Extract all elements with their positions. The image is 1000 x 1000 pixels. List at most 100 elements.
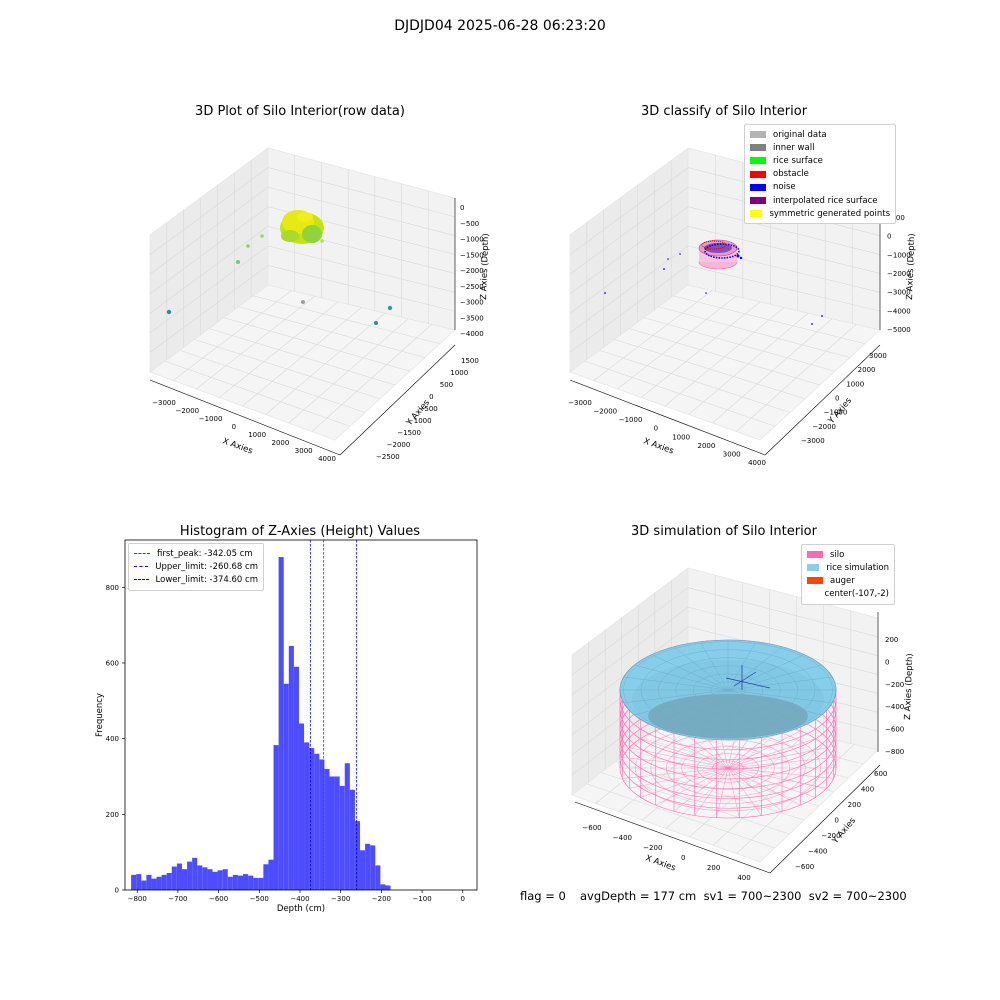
rice-mesh-spoke [727, 689, 805, 726]
raw-x-tick-label: −3000 [152, 399, 176, 407]
histogram-bar [176, 863, 182, 890]
simulation-y-tick-label: 600 [874, 770, 887, 778]
classify-z-tick-label: −4000 [887, 307, 911, 315]
histogram-bar [268, 859, 274, 890]
simulation-plot-title: 3D simulation of Silo Interior [631, 524, 817, 539]
histogram-bar [319, 759, 325, 890]
raw-x-tick-label: 2000 [272, 439, 290, 447]
legend-item: silo [807, 548, 889, 561]
legend-item: rice simulation [807, 561, 889, 574]
histogram-bar [212, 871, 218, 890]
simulation-y-tick-label: 0 [835, 817, 839, 825]
classify-y-tick-label: −1000 [824, 409, 848, 417]
raw-z-tick-label: −3000 [460, 299, 484, 307]
classify-x-tick-label: 4000 [748, 459, 766, 467]
legend-item: original data [750, 128, 890, 141]
simulation-z-tick-label: 200 [885, 636, 898, 644]
rice-mesh-spoke [673, 646, 729, 691]
legend-label: silo [830, 549, 845, 560]
silo-spoke [727, 767, 834, 779]
histogram-bar [227, 876, 233, 890]
rice-mesh-spoke [699, 641, 729, 691]
x-tick-label: −700 [168, 895, 187, 903]
rice-mesh-spoke [727, 654, 805, 691]
silo-spoke [640, 767, 729, 798]
y-tick-label: 400 [106, 735, 119, 743]
legend-swatch [750, 210, 763, 218]
silo-spoke [629, 767, 729, 789]
figure-title: DJDJD04 2025-06-28 06:23:20 [394, 18, 606, 34]
rice-mesh-spoke [727, 689, 833, 704]
raw-scatter-points [166, 234, 393, 325]
legend-swatch [807, 591, 818, 598]
legend-swatch [750, 144, 766, 152]
legend-item: rice surface [750, 154, 890, 167]
silo-spoke [727, 767, 783, 812]
legend-item: symmetric generated points [750, 207, 890, 220]
histogram-bar [324, 768, 330, 890]
simulation-x-tick-label: −400 [613, 834, 632, 842]
silo-spoke [673, 767, 729, 812]
raw-z-tick-label: −4000 [460, 330, 484, 338]
rice-mesh-spoke [727, 689, 757, 739]
legend-swatch [750, 131, 766, 139]
histogram-bar [304, 742, 310, 890]
histogram-bar [360, 850, 366, 890]
histogram-bar [156, 876, 162, 890]
footer-flag: flag = 0 [520, 889, 566, 903]
histogram-bar [365, 843, 371, 890]
x-tick-label: −800 [128, 895, 147, 903]
histogram-bar [298, 723, 305, 890]
rice-mesh-spoke [634, 664, 729, 691]
auger-marker [725, 665, 771, 690]
simulation-z-tick-label: −800 [885, 748, 904, 756]
simulation-z-tick-label: −400 [885, 703, 904, 711]
classify-y-tick-label: −3000 [801, 437, 825, 445]
silo-wireframe [619, 639, 837, 819]
raw-z-tick-label: −3500 [460, 314, 484, 322]
silo-spoke [727, 767, 801, 806]
legend-swatch [750, 157, 766, 165]
y-tick-label: 800 [106, 584, 119, 592]
classify-x-tick-label: 0 [654, 425, 658, 433]
legend-label: Upper_limit: -260.68 cm [155, 561, 258, 572]
simulation-y-tick-label: −600 [795, 863, 814, 871]
x-tick-label: −600 [209, 895, 228, 903]
silo-spoke [622, 767, 729, 779]
histogram-bar [232, 874, 238, 890]
x-tick-label: −400 [290, 895, 309, 903]
histogram-bar [354, 821, 361, 890]
legend-swatch [807, 551, 823, 559]
simulation-y-tick-label: 400 [861, 786, 874, 794]
simulation-legend: silo rice simulation auger center(-107,-… [801, 544, 895, 605]
legend-line [134, 553, 150, 555]
rice-mesh-spoke [623, 689, 729, 704]
simulation-zlabel: Z Axies (Depth) [903, 653, 915, 720]
silo-spoke [727, 757, 834, 769]
classify-y-tick-label: 1000 [846, 380, 864, 388]
raw-y-tick-label: 1000 [450, 369, 468, 377]
histogram-bar [370, 845, 376, 890]
legend-line [134, 566, 149, 568]
simulation-x-tick-label: −200 [643, 844, 662, 852]
x-tick-label: −300 [331, 895, 350, 903]
raw-zlabel: Z Axies (Depth) [479, 233, 491, 300]
raw-y-tick-label: −1500 [397, 429, 421, 437]
rice-mesh-spoke [727, 664, 822, 691]
histogram-bar [334, 776, 340, 890]
histogram-title: Histogram of Z-Axies (Height) Values [179, 524, 421, 539]
simulation-xlabel: X Axies [644, 853, 677, 873]
classify-z-tick-label: −3000 [887, 289, 911, 297]
histogram-bar [222, 869, 228, 890]
simulation-x-tick-label: 0 [681, 854, 685, 862]
legend-label: original data [773, 129, 827, 140]
histogram-bar [237, 875, 244, 890]
raw-y-tick-label: 0 [429, 393, 433, 401]
simulation-y-tick-label: −200 [821, 832, 840, 840]
x-tick-label: 0 [461, 895, 465, 903]
legend-item: noise [750, 181, 890, 194]
silo-spoke [727, 730, 801, 769]
x-tick-label: −500 [250, 895, 269, 903]
silo-spoke [727, 738, 816, 769]
